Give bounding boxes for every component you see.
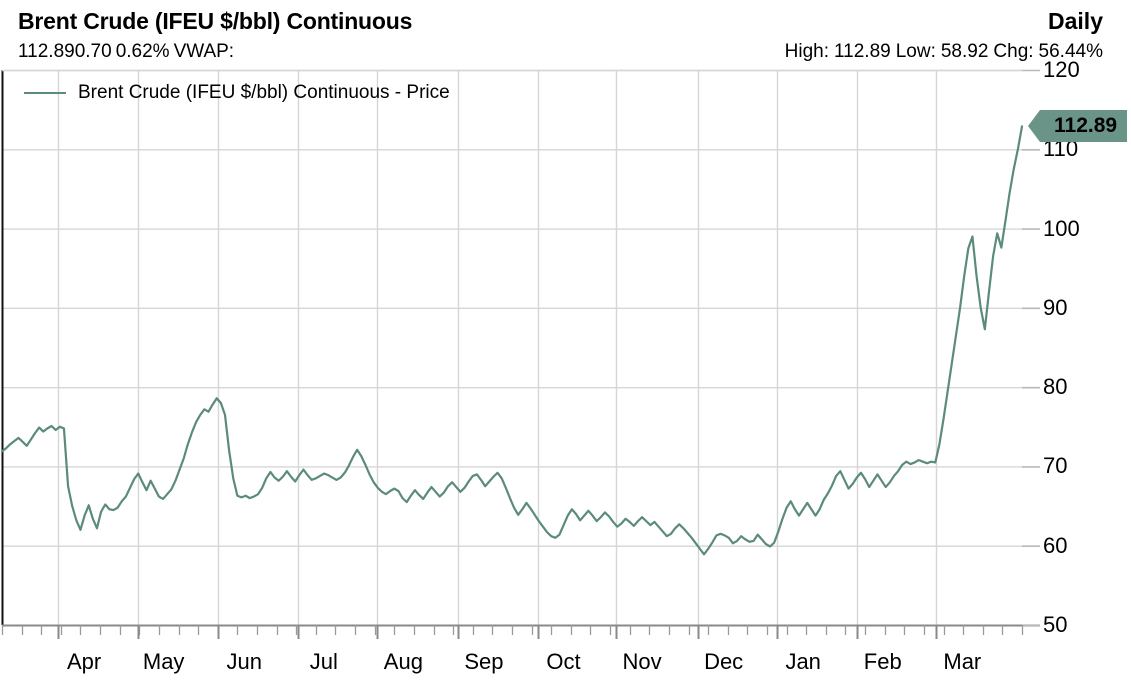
x-axis-tick-label: Jul xyxy=(309,649,338,674)
chg-label: Chg: xyxy=(993,41,1034,62)
plot-background xyxy=(2,70,1022,625)
y-axis-tick-label: 120 xyxy=(1043,57,1080,82)
y-axis-tick-label: 70 xyxy=(1043,453,1068,479)
session-stats: High: 112.89 Low: 58.92 Chg: 56.44% xyxy=(785,41,1103,63)
high-label: High: xyxy=(784,41,830,62)
y-axis-tick-label: 60 xyxy=(1043,532,1068,558)
x-axis-tick-label: Nov xyxy=(622,649,662,674)
vwap-label: VWAP: xyxy=(173,41,235,62)
high-value: 112.89 xyxy=(834,41,891,62)
y-axis-tick-label: 50 xyxy=(1043,612,1068,637)
y-axis-tick-label: 100 xyxy=(1043,215,1080,241)
price-line-series xyxy=(0,125,1024,556)
last-price-value: 112.89 xyxy=(18,41,75,62)
current-price-flag-value: 112.89 xyxy=(1054,114,1118,138)
x-axis-tick-label: Mar xyxy=(943,649,982,674)
x-axis-tick-label: Jun xyxy=(226,649,262,674)
price-chart-canvas[interactable] xyxy=(0,68,1131,692)
price-change-percent: 0.62% xyxy=(115,41,170,62)
x-axis-tick-label: Apr xyxy=(66,649,102,674)
x-axis-tick-label: Oct xyxy=(546,649,581,674)
page-title: Brent Crude (IFEU $/bbl) Continuous xyxy=(18,8,413,34)
x-axis-tick-label: Sep xyxy=(464,649,504,674)
chg-value: 56.44% xyxy=(1038,41,1103,62)
quote-summary: 112.890.70 0.62% VWAP: xyxy=(18,41,238,63)
x-axis-tick-label: Aug xyxy=(383,649,423,674)
y-axis-tick-label: 90 xyxy=(1043,294,1068,320)
low-value: 58.92 xyxy=(940,41,989,62)
chart-period-label: Daily xyxy=(1048,8,1103,34)
current-price-flag: 112.89 xyxy=(1027,110,1128,143)
price-chart[interactable]: Brent Crude (IFEU $/bbl) Continuous - Pr… xyxy=(0,57,1131,692)
x-axis-tick-label: Jan xyxy=(785,649,821,674)
y-axis-tick-label: 80 xyxy=(1043,374,1068,400)
x-axis-tick-label: May xyxy=(142,649,185,674)
x-axis-tick-label: Feb xyxy=(863,649,902,674)
price-change-value: 0.70 xyxy=(74,41,112,62)
x-axis-tick-label: Dec xyxy=(704,649,744,674)
low-label: Low: xyxy=(895,41,936,62)
